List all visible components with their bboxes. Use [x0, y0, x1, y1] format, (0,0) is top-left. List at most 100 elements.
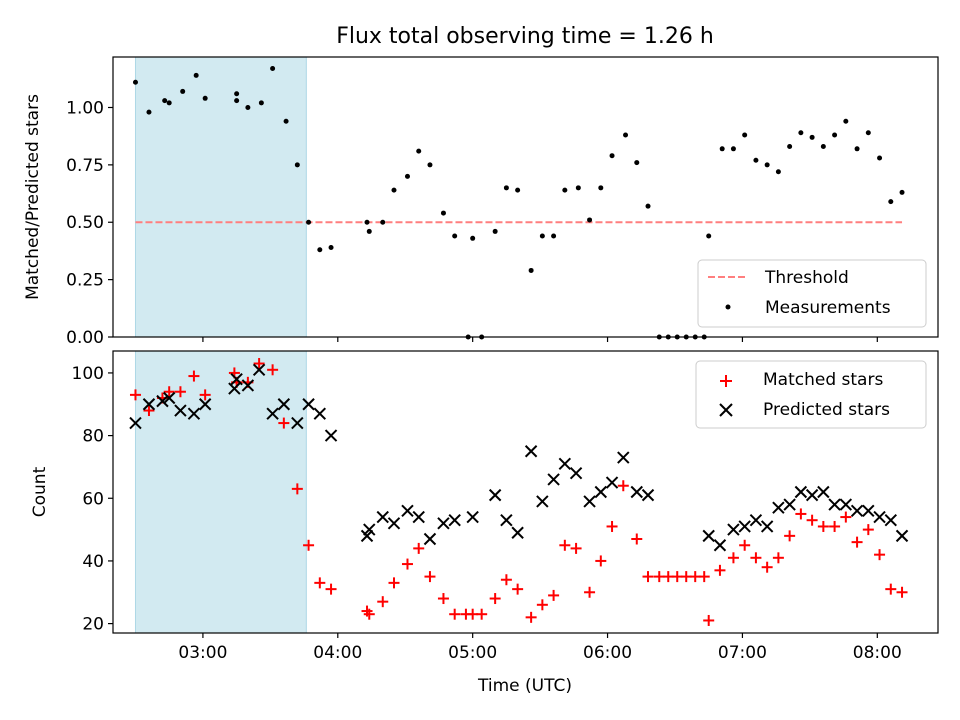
measurements-point	[364, 219, 370, 225]
predicted-stars-point	[302, 398, 315, 411]
bottom-y-tick-label: 40	[82, 552, 104, 572]
measurements-point	[899, 189, 905, 195]
chart-title: Flux total observing time = 1.26 h	[336, 24, 714, 49]
matched-stars-point	[129, 389, 141, 401]
matched-stars-point	[291, 483, 303, 495]
measurements-point	[753, 157, 759, 163]
predicted-stars-point	[805, 488, 819, 502]
predicted-stars-point	[252, 363, 266, 377]
measurements-point	[492, 228, 498, 234]
matched-stars-point	[188, 370, 200, 382]
top-shaded-span	[134, 56, 307, 338]
measurements-point	[515, 187, 521, 193]
measurements-point	[623, 132, 629, 138]
predicted-stars-point	[713, 539, 727, 552]
x-tick-label: 07:00	[718, 643, 767, 663]
matched-stars-point	[896, 586, 908, 598]
predicted-stars-point	[772, 501, 785, 514]
top-y-axis-label: Matched/Predicted stars	[23, 94, 43, 300]
measurements-point	[193, 72, 199, 78]
matched-stars-point	[559, 539, 571, 551]
matched-stars-point	[199, 389, 211, 401]
matched-stars-point	[806, 514, 818, 526]
top-y-tick-label: 0.00	[66, 328, 104, 348]
predicted-stars-point	[376, 510, 389, 524]
matched-stars-point	[424, 571, 436, 583]
measurements-point	[132, 79, 138, 85]
predicted-stars-point	[387, 517, 401, 530]
matched-stars-point	[363, 608, 375, 620]
matched-stars-point	[840, 511, 852, 523]
top-y-tick-label: 1.00	[66, 98, 104, 118]
measurements-point	[706, 233, 712, 239]
measurements-point	[742, 132, 748, 138]
matched-stars-point	[617, 480, 629, 492]
predicted-stars-point	[241, 379, 255, 392]
top-legend: Threshold Measurements	[697, 259, 927, 328]
bottom-panel: 20 40 60 80 100 03:00 04:00 05:00 06:00 07:00 08:…	[30, 350, 939, 696]
predicted-stars-point	[862, 504, 875, 518]
matched-stars-point	[388, 577, 400, 589]
predicted-stars-point	[536, 495, 549, 508]
measurements-point	[416, 148, 422, 154]
bottom-y-tick-label: 20	[82, 615, 104, 635]
measurements-point	[843, 118, 849, 124]
measurements-point	[587, 217, 593, 223]
matched-stars-point	[278, 417, 290, 429]
predicted-stars-point	[291, 416, 304, 430]
matched-stars-point	[829, 520, 841, 532]
predicted-stars-point	[605, 476, 619, 489]
matched-stars-point	[642, 571, 654, 583]
legend-predicted-label: Predicted stars	[763, 400, 890, 420]
matched-stars-point	[253, 358, 265, 370]
x-tick-label: 05:00	[448, 643, 497, 663]
measurements-point	[328, 244, 334, 250]
measurements-point	[645, 203, 651, 209]
measurements-point	[258, 100, 264, 106]
predicted-stars-point	[230, 372, 243, 386]
x-tick-label: 04:00	[313, 643, 362, 663]
matched-stars-point	[784, 530, 796, 542]
measurements-point	[234, 98, 240, 104]
matched-stars-point	[631, 533, 643, 545]
matched-stars-point	[413, 542, 425, 554]
measurements-point	[832, 132, 838, 138]
matched-stars-point	[795, 508, 807, 520]
measurements-point	[575, 185, 581, 191]
measurements-point	[634, 160, 640, 166]
matched-stars-point	[548, 589, 560, 601]
predicted-stars-point	[783, 498, 796, 511]
legend-measurements-label: Measurements	[765, 298, 891, 318]
matched-stars-point	[698, 571, 710, 583]
measurements-point	[820, 144, 826, 150]
measurements-point	[294, 162, 300, 168]
predicted-stars-point	[156, 394, 169, 408]
predicted-stars-point	[412, 510, 425, 524]
predicted-stars-point	[266, 407, 279, 420]
measurements-point	[380, 219, 386, 225]
predicted-stars-point	[524, 445, 538, 458]
predicted-stars-point	[594, 485, 608, 499]
predicted-stars-point	[129, 416, 142, 430]
matched-stars-point	[862, 524, 874, 536]
predicted-stars-point	[817, 485, 830, 499]
matched-stars-point	[437, 593, 449, 605]
matched-stars-point	[851, 536, 863, 548]
measurements-point	[162, 98, 168, 104]
legend-matched-label: Matched stars	[763, 370, 883, 390]
predicted-stars-point	[228, 382, 241, 395]
bottom-axes-frame	[112, 350, 939, 634]
measurements-point	[404, 173, 410, 179]
predicted-stars-point	[895, 529, 909, 543]
matched-stars-point	[817, 520, 829, 532]
x-axis-label: Time (UTC)	[477, 676, 572, 696]
predicted-stars-point	[569, 466, 583, 480]
matched-stars-point	[303, 539, 315, 551]
predicted-stars-point	[884, 513, 898, 527]
matched-stars-point	[739, 539, 751, 551]
bottom-y-tick-label: 60	[82, 489, 104, 509]
measurements-point	[202, 95, 208, 101]
measurements-point	[270, 65, 276, 71]
matched-stars-point	[512, 583, 524, 595]
